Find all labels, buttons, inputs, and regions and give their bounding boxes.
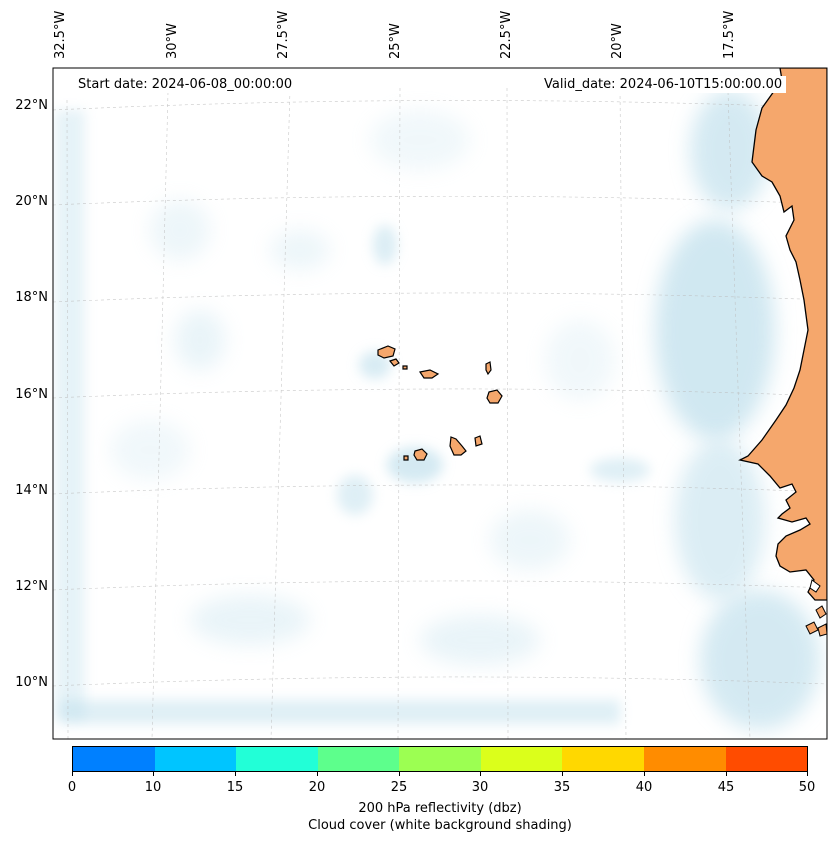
colorbar-tick-50: 50: [798, 780, 816, 795]
colorbar-tickmark: [726, 772, 727, 776]
lon-label-20w: 20°W: [610, 23, 625, 59]
colorbar-segment-20-25: [317, 747, 400, 771]
colorbar-segment-0-10: [73, 747, 155, 771]
lon-label-32-5w: 32.5°W: [53, 10, 68, 59]
colorbar-tickmark: [317, 772, 318, 776]
lon-label-17-5w: 17.5°W: [722, 10, 737, 59]
colorbar-segment-15-20: [236, 747, 318, 771]
start-date-label: Start date: 2024-06-08_00:00:00: [74, 76, 297, 93]
colorbar-segment-40-45: [643, 747, 726, 771]
bissagos-islands: [805, 605, 827, 637]
lon-label-25w: 25°W: [388, 23, 403, 59]
lon-label-22-5w: 22.5°W: [499, 10, 514, 59]
colorbar-tick-30: 30: [471, 780, 489, 795]
colorbar-tick-0: 0: [67, 780, 77, 795]
colorbar-segment-35-40: [562, 747, 644, 771]
colorbar-tickmark: [153, 772, 154, 776]
colorbar-segment-25-30: [399, 747, 481, 771]
colorbar-tickmark: [807, 772, 808, 776]
lon-label-30w: 30°W: [165, 23, 180, 59]
africa-coastline: [738, 68, 827, 601]
colorbar-tick-45: 45: [717, 780, 735, 795]
colorbar-tick-25: 25: [390, 780, 408, 795]
lat-label-12n: 12°N: [15, 579, 48, 594]
colorbar-tick-40: 40: [635, 780, 653, 795]
colorbar-title: 200 hPa reflectivity (dbz): [358, 801, 522, 816]
lon-label-27-5w: 27.5°W: [276, 10, 291, 59]
colorbar-tickmark: [399, 772, 400, 776]
cape-verde-islands: [377, 345, 503, 461]
colorbar-tickmark: [644, 772, 645, 776]
lat-label-10n: 10°N: [15, 675, 48, 690]
colorbar-segment-45-50: [725, 747, 808, 771]
colorbar-tick-35: 35: [553, 780, 571, 795]
lat-label-14n: 14°N: [15, 483, 48, 498]
lat-label-18n: 18°N: [15, 290, 48, 305]
colorbar-tickmark: [480, 772, 481, 776]
colorbar-tickmark: [562, 772, 563, 776]
valid-date-label: Valid_date: 2024-06-10T15:00:00.00: [540, 76, 787, 93]
colorbar-segment-30-35: [480, 747, 563, 771]
map-frame: [52, 67, 828, 740]
coast-inlet: [809, 579, 821, 593]
colorbar-subtitle: Cloud cover (white background shading): [308, 818, 572, 833]
lat-label-22n: 22°N: [15, 98, 48, 113]
colorbar-tick-20: 20: [308, 780, 326, 795]
colorbar-tick-10: 10: [144, 780, 162, 795]
lat-label-16n: 16°N: [15, 387, 48, 402]
colorbar: [72, 746, 808, 772]
colorbar-tick-15: 15: [226, 780, 244, 795]
cloud-cover-shading: [55, 90, 820, 730]
colorbar-segment-10-15: [154, 747, 237, 771]
colorbar-tickmark: [72, 772, 73, 776]
colorbar-tickmark: [235, 772, 236, 776]
gridlines: [53, 87, 827, 739]
lat-label-20n: 20°N: [15, 194, 48, 209]
